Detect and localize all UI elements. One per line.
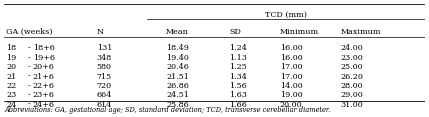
Text: -: - <box>27 73 30 80</box>
Text: 715: 715 <box>97 73 112 80</box>
Text: 1.34: 1.34 <box>229 73 247 80</box>
Text: 23.00: 23.00 <box>341 54 363 62</box>
Text: 720: 720 <box>97 82 112 90</box>
Text: -: - <box>27 54 30 62</box>
Text: 26.20: 26.20 <box>341 73 363 80</box>
Text: 28.00: 28.00 <box>341 82 363 90</box>
Text: 1.66: 1.66 <box>229 101 247 109</box>
Text: 25.00: 25.00 <box>341 63 363 71</box>
Text: -: - <box>27 44 30 52</box>
Text: 18.49: 18.49 <box>166 44 189 52</box>
Text: 17.00: 17.00 <box>280 63 302 71</box>
Text: 1.25: 1.25 <box>229 63 247 71</box>
Text: 22+6: 22+6 <box>33 82 55 90</box>
Text: 1.13: 1.13 <box>229 54 247 62</box>
Text: 1.63: 1.63 <box>229 91 247 99</box>
Text: GA (weeks): GA (weeks) <box>6 28 53 36</box>
Text: Maximum: Maximum <box>341 28 381 36</box>
Text: 664: 664 <box>97 91 112 99</box>
Text: 20+6: 20+6 <box>33 63 55 71</box>
Text: 16.00: 16.00 <box>280 54 302 62</box>
Text: 14.00: 14.00 <box>280 82 302 90</box>
Text: -: - <box>27 101 30 109</box>
Text: TCD (mm): TCD (mm) <box>265 11 307 19</box>
Text: 16.00: 16.00 <box>280 44 302 52</box>
Text: Abbreviations: GA, gestational age; SD, standard deviation; TCD, transverse cere: Abbreviations: GA, gestational age; SD, … <box>4 106 331 114</box>
Text: 21: 21 <box>6 73 17 80</box>
Text: Mean: Mean <box>166 28 189 36</box>
Text: 20.46: 20.46 <box>166 63 189 71</box>
Text: 19: 19 <box>6 54 17 62</box>
Text: 26.86: 26.86 <box>166 82 189 90</box>
Text: 23: 23 <box>6 91 17 99</box>
Text: 131: 131 <box>97 44 112 52</box>
Text: 20: 20 <box>6 63 17 71</box>
Text: 24.00: 24.00 <box>341 44 363 52</box>
Text: -: - <box>27 82 30 90</box>
Text: Minimum: Minimum <box>280 28 319 36</box>
Text: N: N <box>97 28 104 36</box>
Text: 18+6: 18+6 <box>33 44 55 52</box>
Text: 29.00: 29.00 <box>341 91 363 99</box>
Text: 21+6: 21+6 <box>33 73 55 80</box>
Text: 24: 24 <box>6 101 17 109</box>
Text: 614: 614 <box>97 101 112 109</box>
Text: 17.00: 17.00 <box>280 73 302 80</box>
Text: 22: 22 <box>6 82 17 90</box>
Text: 23+6: 23+6 <box>33 91 55 99</box>
Text: 18: 18 <box>6 44 17 52</box>
Text: 19.40: 19.40 <box>166 54 189 62</box>
Text: 580: 580 <box>97 63 112 71</box>
Text: 348: 348 <box>97 54 112 62</box>
Text: 24.51: 24.51 <box>166 91 189 99</box>
Text: 24+6: 24+6 <box>33 101 55 109</box>
Text: 1.24: 1.24 <box>229 44 247 52</box>
Text: 1.56: 1.56 <box>229 82 247 90</box>
Text: 31.00: 31.00 <box>341 101 363 109</box>
Text: 19+6: 19+6 <box>33 54 55 62</box>
Text: 25.86: 25.86 <box>166 101 189 109</box>
Text: 21.51: 21.51 <box>166 73 189 80</box>
Text: SD: SD <box>229 28 241 36</box>
Text: 20.00: 20.00 <box>280 101 302 109</box>
Text: -: - <box>27 63 30 71</box>
Text: -: - <box>27 91 30 99</box>
Text: 19.00: 19.00 <box>280 91 302 99</box>
